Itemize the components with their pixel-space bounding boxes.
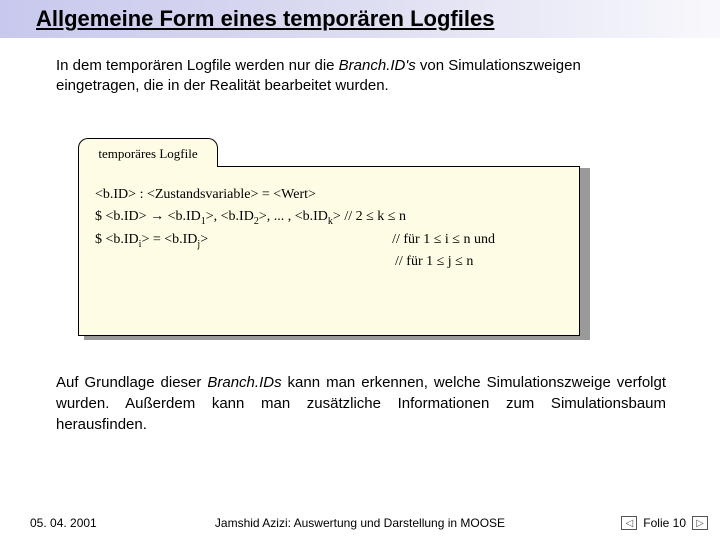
- box-body: <b.ID> : <Zustandsvariable> = <Wert> $ <…: [78, 166, 580, 336]
- arrow-icon: →: [150, 207, 164, 223]
- tab-label-text: temporäres Logfile: [98, 146, 197, 162]
- footer-page-group: ◁ Folie 10 ▷: [621, 516, 708, 530]
- l2comment: // 2 ≤ k ≤ n: [344, 207, 406, 227]
- code-line-1: <b.ID> : <Zustandsvariable> = <Wert>: [95, 185, 563, 205]
- l2b: <b.ID: [164, 209, 201, 224]
- footnote-paragraph: Auf Grundlage dieser Branch.IDs kann man…: [56, 372, 666, 435]
- box-tab-label: temporäres Logfile: [78, 138, 218, 168]
- code-line-2: $ <b.ID> → <b.ID1>, <b.ID2>, ... , <b.ID…: [95, 205, 563, 229]
- l2d: >, ... , <b.ID: [259, 209, 328, 224]
- intro-text-a: In dem temporären Logfile werden nur die: [56, 57, 339, 74]
- l3comment: // für 1 ≤ i ≤ n und: [392, 230, 495, 250]
- l3a: $ <b.ID: [95, 232, 139, 247]
- logfile-box: temporäres Logfile <b.ID> : <Zustandsvar…: [78, 138, 586, 338]
- code-line-3: $ <b.IDi> = <b.IDj>// für 1 ≤ i ≤ n und: [95, 230, 563, 252]
- intro-emph: Branch.ID's: [339, 57, 416, 74]
- tab-cover: [79, 166, 217, 168]
- footer: 05. 04. 2001 Jamshid Azizi: Auswertung u…: [0, 508, 720, 530]
- chevron-right-icon: ▷: [696, 518, 704, 529]
- title-bar: Allgemeine Form eines temporären Logfile…: [0, 0, 720, 38]
- slide-root: Allgemeine Form eines temporären Logfile…: [0, 0, 720, 540]
- l2e: >: [333, 209, 344, 224]
- prev-button[interactable]: ◁: [621, 516, 637, 530]
- page-number: Folie 10: [643, 516, 686, 530]
- intro-paragraph: In dem temporären Logfile werden nur die…: [56, 56, 666, 97]
- chevron-left-icon: ◁: [625, 518, 633, 529]
- l4comment: // für 1 ≤ j ≤ n: [395, 252, 473, 272]
- footer-author: Jamshid Azizi: Auswertung und Darstellun…: [0, 516, 720, 530]
- l3c: >: [200, 232, 208, 247]
- l1: <b.ID> : <Zustandsvariable> = <Wert>: [95, 187, 316, 202]
- next-button[interactable]: ▷: [692, 516, 708, 530]
- code-line-4: // für 1 ≤ j ≤ n: [95, 252, 563, 272]
- slide-title: Allgemeine Form eines temporären Logfile…: [36, 6, 494, 32]
- fn-emph: Branch.IDs: [207, 374, 281, 391]
- fn-a: Auf Grundlage dieser: [56, 374, 207, 391]
- l3b: > = <b.ID: [141, 232, 197, 247]
- l2c: >, <b.ID: [206, 209, 254, 224]
- l2a: $ <b.ID>: [95, 209, 150, 224]
